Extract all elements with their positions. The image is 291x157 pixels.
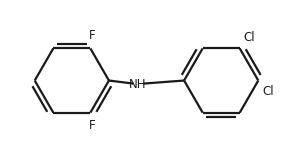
Text: Cl: Cl xyxy=(244,31,255,44)
Text: F: F xyxy=(89,119,96,132)
Text: Cl: Cl xyxy=(262,85,274,98)
Text: F: F xyxy=(89,29,96,42)
Text: NH: NH xyxy=(129,78,146,91)
